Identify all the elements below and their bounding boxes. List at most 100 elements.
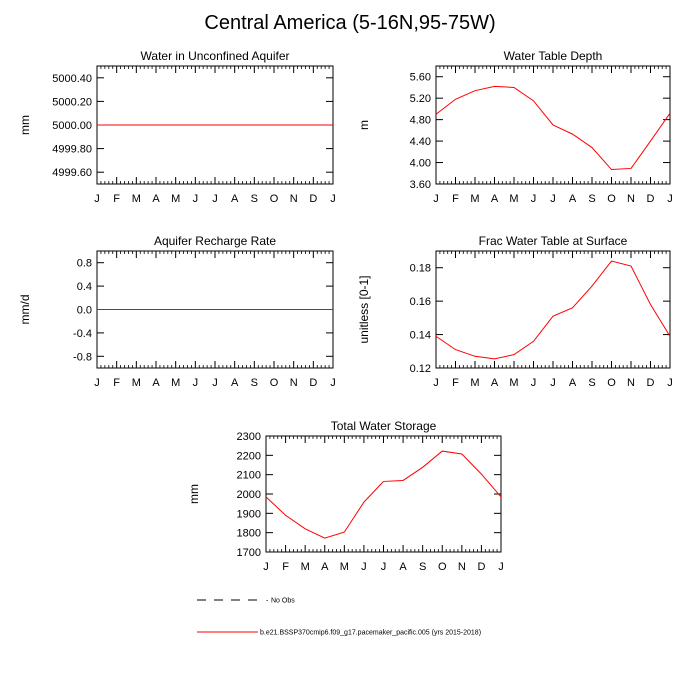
x-tick-label: N (627, 377, 635, 389)
x-tick-label: J (433, 193, 439, 205)
y-tick-label: 1900 (237, 508, 261, 520)
y-tick-label: 4.00 (410, 158, 431, 170)
y-tick-label: 0.16 (410, 296, 431, 308)
figure-title: Central America (5-16N,95-75W) (204, 12, 496, 34)
y-tick-label: 0.4 (77, 281, 92, 293)
y-tick-label: 0.0 (77, 305, 92, 317)
x-tick-label: J (531, 377, 537, 389)
chart-title: Aquifer Recharge Rate (154, 234, 276, 248)
x-tick-label: J (212, 193, 218, 205)
chart-title: Frac Water Table at Surface (479, 234, 628, 248)
y-tick-label: 0.12 (410, 363, 431, 375)
x-tick-label: J (94, 377, 100, 389)
x-tick-label: D (309, 377, 317, 389)
frac-water-table-surface-panel: Frac Water Table at Surface unitless [0-1… (357, 234, 673, 389)
series-line (435, 260, 671, 360)
x-tick-label: S (251, 193, 258, 205)
y-tick-label: -0.4 (73, 328, 92, 340)
x-tick-label: S (251, 377, 258, 389)
legend-no-obs-label: No Obs (271, 598, 295, 605)
x-tick-label: N (627, 193, 635, 205)
x-tick-label: N (458, 561, 466, 573)
y-tick-label: 0.8 (77, 258, 92, 270)
x-tick-label: J (498, 561, 504, 573)
legend-model-label: b.e21.BSSP370cmip6.f09_g17.pacemaker_pac… (260, 630, 481, 637)
y-tick-label: 2100 (237, 470, 261, 482)
x-tick-label: J (212, 377, 218, 389)
x-tick-label: F (113, 193, 120, 205)
x-tick-label: O (270, 193, 279, 205)
x-tick-label: M (171, 377, 180, 389)
x-tick-label: A (321, 561, 329, 573)
x-tick-label: J (193, 377, 199, 389)
y-tick-label: 5000.00 (52, 120, 92, 132)
y-tick-label: 5000.40 (52, 73, 92, 85)
x-tick-label: F (452, 193, 459, 205)
y-tick-label: 1700 (237, 547, 261, 559)
x-tick-label: D (309, 193, 317, 205)
chart-title: Total Water Storage (331, 419, 437, 433)
x-tick-label: M (340, 561, 349, 573)
x-tick-label: D (647, 193, 655, 205)
x-tick-label: O (270, 377, 279, 389)
y-tick-label: 2200 (237, 450, 261, 462)
x-tick-label: J (381, 561, 387, 573)
x-tick-label: J (330, 377, 336, 389)
x-tick-label: F (452, 377, 459, 389)
x-tick-label: J (263, 561, 269, 573)
x-tick-label: M (509, 193, 518, 205)
plot-frame (435, 250, 671, 369)
x-tick-label: D (647, 377, 655, 389)
x-tick-label: S (588, 377, 595, 389)
y-tick-label: 5000.20 (52, 96, 92, 108)
y-tick-label: -0.8 (73, 351, 92, 363)
x-tick-label: A (231, 377, 239, 389)
x-tick-label: A (569, 193, 577, 205)
x-tick-label: A (152, 193, 160, 205)
x-tick-label: N (290, 377, 298, 389)
x-tick-label: A (491, 377, 499, 389)
x-tick-label: J (330, 193, 336, 205)
x-tick-label: M (470, 377, 479, 389)
x-tick-label: J (550, 193, 556, 205)
y-tick-label: 3.60 (410, 179, 431, 191)
y-axis-label: mm (18, 115, 32, 135)
x-tick-label: A (569, 377, 577, 389)
x-tick-label: M (132, 377, 141, 389)
x-tick-label: S (588, 193, 595, 205)
series-line (265, 450, 502, 539)
x-tick-label: A (399, 561, 407, 573)
y-tick-label: 4999.80 (52, 144, 92, 156)
chart-title: Water Table Depth (504, 49, 603, 63)
x-tick-label: J (361, 561, 367, 573)
x-tick-label: M (171, 193, 180, 205)
x-tick-label: A (152, 377, 160, 389)
x-tick-label: F (113, 377, 120, 389)
x-tick-label: A (231, 193, 239, 205)
y-tick-label: 4999.60 (52, 167, 92, 179)
y-tick-label: 2300 (237, 431, 261, 443)
x-tick-label: M (132, 193, 141, 205)
y-axis-label: mm/d (18, 295, 32, 325)
y-axis-label: m (357, 120, 371, 130)
y-tick-label: 2000 (237, 489, 261, 501)
x-tick-label: S (419, 561, 426, 573)
y-tick-label: 5.20 (410, 93, 431, 105)
x-tick-label: J (667, 377, 673, 389)
chart-title: Water in Unconfined Aquifer (141, 49, 290, 63)
y-axis-label: mm (187, 484, 201, 504)
x-tick-label: O (607, 377, 616, 389)
x-tick-label: O (438, 561, 447, 573)
y-tick-label: 1800 (237, 528, 261, 540)
legend: - No Obs b.e21.BSSP370cmip6.f09_g17.pace… (197, 598, 481, 637)
y-axis-label: unitless [0-1] (357, 275, 371, 343)
x-tick-label: M (509, 377, 518, 389)
x-tick-label: M (301, 561, 310, 573)
x-tick-label: M (470, 193, 479, 205)
plot-frame (265, 435, 502, 553)
